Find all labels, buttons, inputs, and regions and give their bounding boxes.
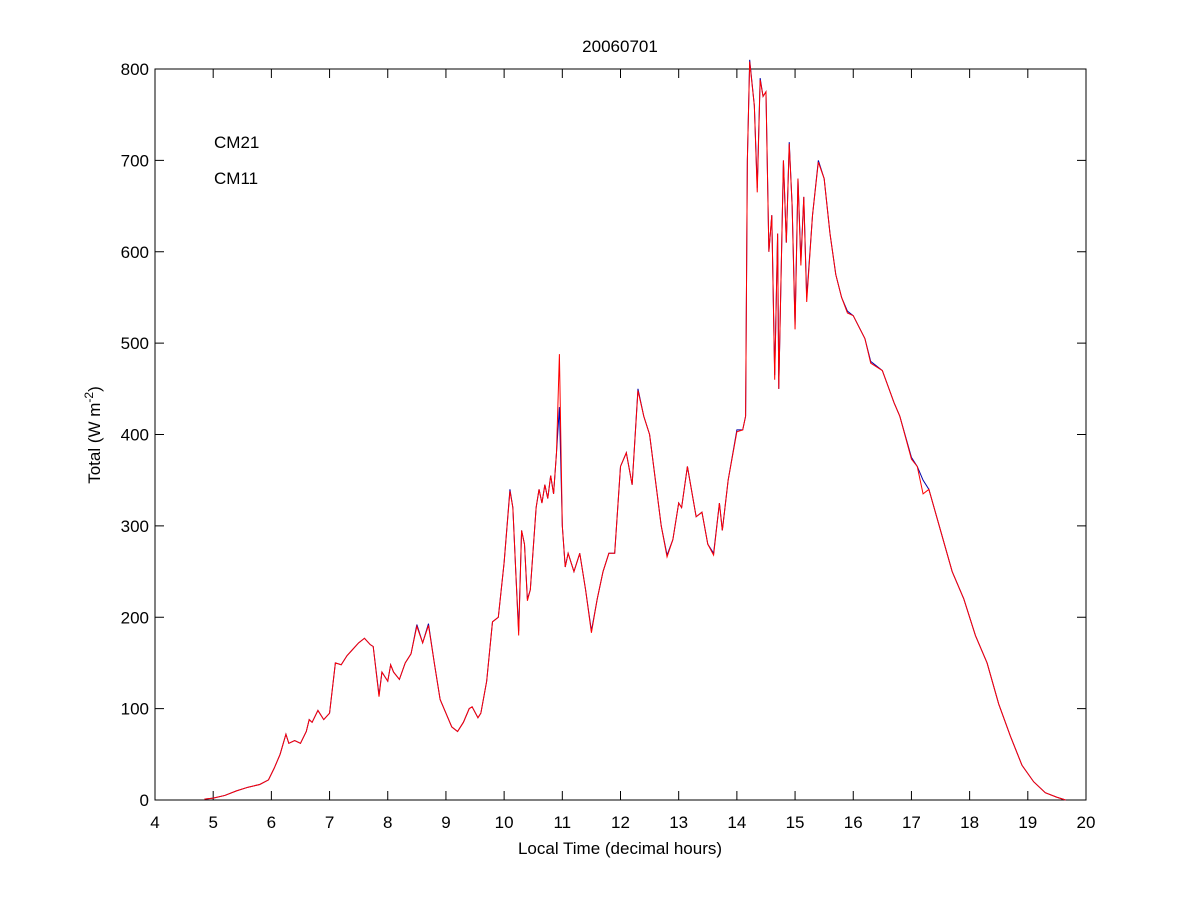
x-tick-label: 13: [669, 813, 688, 832]
chart-title: 20060701: [582, 37, 658, 56]
y-tick-label: 500: [121, 334, 149, 353]
legend-entry: CM21: [214, 133, 259, 152]
y-tick-label: 100: [121, 700, 149, 719]
y-tick-label: 600: [121, 243, 149, 262]
y-tick-label: 400: [121, 426, 149, 445]
x-tick-label: 7: [325, 813, 334, 832]
y-axis-label-sup: -2: [82, 392, 96, 403]
x-tick-label: 12: [611, 813, 630, 832]
x-tick-label: 11: [553, 813, 571, 832]
x-tick-label: 4: [150, 813, 159, 832]
x-tick-label: 14: [727, 813, 746, 832]
x-tick-label: 17: [902, 813, 921, 832]
y-tick-label: 800: [121, 60, 149, 79]
y-axis-label-text: Total (W m: [85, 403, 104, 484]
legend-entry: CM11: [214, 169, 258, 188]
y-tick-label: 300: [121, 517, 149, 536]
x-tick-label: 16: [844, 813, 863, 832]
y-tick-label: 700: [121, 151, 149, 170]
data-line: [204, 61, 1066, 801]
x-axis-label: Local Time (decimal hours): [518, 839, 722, 858]
x-tick-label: 19: [1018, 813, 1037, 832]
x-tick-label: 15: [786, 813, 805, 832]
x-tick-label: 5: [208, 813, 217, 832]
x-tick-label: 9: [441, 813, 450, 832]
x-tick-label: 6: [267, 813, 276, 832]
x-tick-label: 10: [495, 813, 514, 832]
y-tick-label: 200: [121, 608, 149, 627]
y-axis-label: Total (W m-2): [82, 386, 104, 484]
x-tick-label: 20: [1077, 813, 1096, 832]
x-tick-label: 18: [960, 813, 979, 832]
y-axis-label-end: ): [85, 386, 104, 392]
y-tick-label: 0: [140, 791, 149, 810]
x-tick-label: 8: [383, 813, 392, 832]
